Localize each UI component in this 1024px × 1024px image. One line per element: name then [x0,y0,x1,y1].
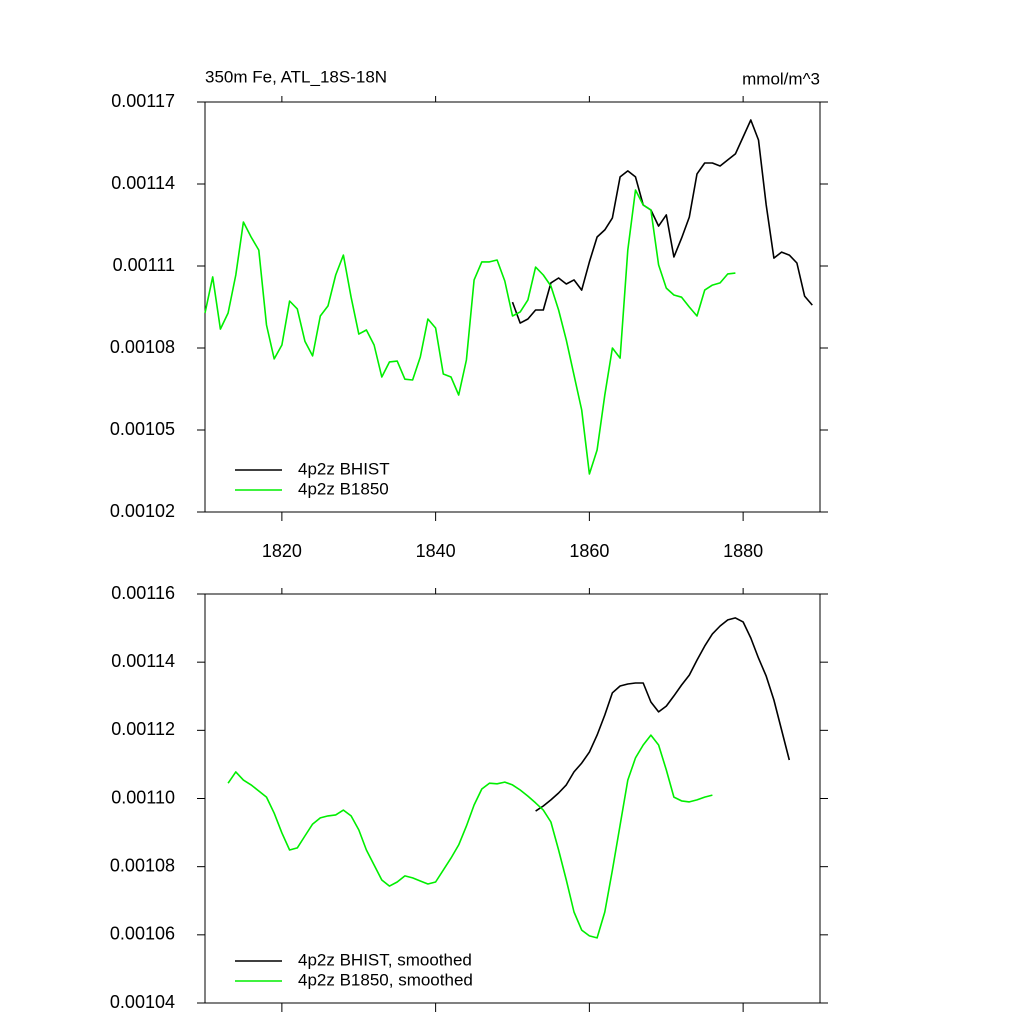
y-tick-label: 0.00106 [110,924,175,944]
data-line [204,189,736,475]
y-tick-label: 0.00108 [110,855,175,875]
data-line [511,119,813,324]
y-tick-label: 0.00114 [111,173,175,193]
x-tick-label: 1860 [569,541,609,561]
y-tick-label: 0.00112 [111,719,175,739]
data-line [535,617,791,812]
chart-title: 350m Fe, ATL_18S-18N [205,67,387,86]
plot-frame [204,593,821,1004]
legend-label: 4p2z BHIST, smoothed [298,950,472,969]
legend-label: 4p2z B1850 [298,479,389,498]
y-tick-label: 0.00117 [111,91,175,111]
y-tick-label: 0.00108 [110,337,175,357]
units-label: mmol/m^3 [742,69,820,88]
x-tick-label: 1820 [262,541,302,561]
plot-frame [204,101,821,513]
y-tick-label: 0.00110 [111,787,175,807]
data-line [227,734,713,939]
x-tick-label: 1840 [416,541,456,561]
y-tick-label: 0.00114 [111,651,175,671]
legend-label: 4p2z B1850, smoothed [298,970,473,989]
y-tick-label: 0.00116 [111,583,175,603]
y-tick-label: 0.00111 [113,255,175,275]
y-tick-label: 0.00105 [110,419,175,439]
x-tick-label: 1880 [723,541,763,561]
y-tick-label: 0.00104 [110,992,175,1012]
legend-label: 4p2z BHIST [298,459,390,478]
y-tick-label: 0.00102 [110,501,175,521]
